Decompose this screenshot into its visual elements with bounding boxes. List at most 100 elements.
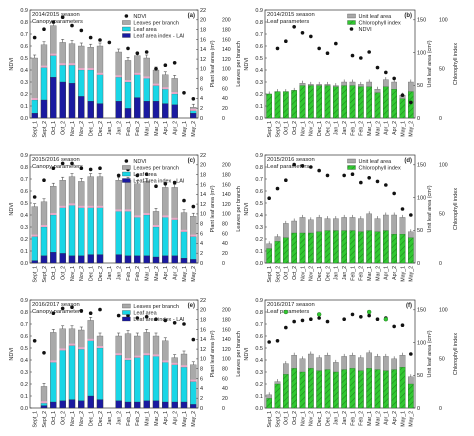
left-tick-label: 0.3	[20, 370, 28, 376]
left-tick-label: 0.3	[255, 80, 263, 86]
x-tick-label: May_1	[400, 121, 406, 137]
x-tick-label: Jan_2	[342, 411, 348, 425]
ndvi-point	[309, 317, 313, 322]
right-axis-label: Unit leaf area (cm²)	[427, 330, 433, 377]
left-tick-label: 0.2	[255, 237, 263, 243]
ndvi-point	[317, 316, 321, 320]
bar-lai	[152, 256, 160, 264]
ndvi-point	[182, 322, 186, 326]
bar-chlorophyll	[266, 93, 272, 119]
x-tick-label: Mar_1	[144, 411, 150, 426]
bar-lai	[50, 401, 57, 409]
ndvi-point	[409, 352, 413, 356]
params-label: Canopy parameters	[32, 164, 83, 170]
bar-lai	[143, 101, 150, 119]
right2-axis-label: Leaves per branch	[236, 331, 242, 377]
x-tick-label: Nov_1	[70, 411, 76, 426]
bar-chlorophyll	[274, 383, 281, 409]
bar-chlorophyll	[391, 234, 397, 264]
x-tick-label: Oct_2	[292, 121, 298, 135]
ndvi-point	[88, 311, 93, 316]
ndvi-point	[375, 65, 380, 70]
params-label: Leaf parameters	[267, 164, 309, 170]
bar-lai	[124, 108, 132, 119]
bar-leaf-area-cap	[78, 205, 85, 208]
legend-swatch-ndvi	[349, 27, 354, 31]
bar-chlorophyll	[374, 231, 381, 264]
bar-chlorophyll	[299, 232, 306, 264]
bar-leaf-area-cap	[143, 353, 150, 356]
left-tick-label: 0.0	[255, 261, 263, 267]
left-tick-label: 0.5	[20, 56, 28, 62]
bar-leaf-area	[78, 207, 85, 264]
right-tick-label: 16	[200, 327, 206, 333]
right2-tick-label: 20	[222, 106, 228, 112]
season-label: 2016/2017 season	[267, 302, 315, 308]
x-tick-label: May_1	[182, 411, 188, 427]
bar-chlorophyll	[408, 383, 414, 409]
x-tick-label: Oct_1	[284, 121, 290, 135]
bar-lai	[40, 405, 48, 409]
bar-chlorophyll	[399, 234, 406, 264]
right-tick-label: 150	[417, 308, 426, 314]
right-tick-label: 8	[200, 77, 203, 83]
bar-leaf-area-cap	[41, 401, 47, 404]
bar-chlorophyll	[308, 232, 314, 264]
left-tick-label: 0.4	[255, 358, 263, 364]
x-tick-label: Feb_2	[359, 121, 365, 136]
ndvi-point	[267, 196, 271, 200]
x-tick-label: Sept_1	[267, 266, 273, 283]
bar-lai	[162, 255, 169, 264]
left-tick-label: 0.0	[20, 406, 28, 412]
x-tick-label: Apr_1	[384, 266, 390, 280]
bar-leaf-area-cap	[59, 205, 66, 208]
ndvi-point	[144, 172, 149, 176]
ndvi-point	[51, 311, 56, 316]
ndvi-point	[375, 179, 380, 184]
left-axis-label: NDVI	[244, 347, 250, 361]
left-tick-label: 0.2	[255, 382, 263, 388]
season-label: 2015/2016 season	[267, 157, 315, 163]
left-tick-label: 0.6	[20, 44, 28, 50]
bar-chlorophyll	[283, 374, 289, 409]
legend-swatch	[122, 26, 131, 32]
right2-tick-label: 100	[439, 308, 448, 314]
x-tick-label: Feb_2	[135, 411, 141, 426]
right-tick-label: 150	[417, 163, 426, 169]
x-tick-label: Apr_2	[392, 266, 398, 280]
bar-chlorophyll	[291, 90, 297, 119]
bar-leaf-area-cap	[171, 217, 178, 220]
ndvi-point	[126, 313, 130, 318]
ndvi-point	[275, 46, 280, 51]
bar-leaf-area-cap	[153, 354, 159, 357]
left-tick-label: 0.6	[20, 189, 28, 195]
bar-lai	[68, 255, 76, 264]
ndvi-point	[98, 307, 102, 312]
right-axis-label: Plant leaf area (m²)	[210, 330, 216, 377]
bar-chlorophyll	[366, 86, 372, 119]
left-tick-label: 0.3	[20, 225, 28, 231]
bar-leaf-area-cap	[115, 353, 122, 356]
bar-lai	[190, 113, 197, 119]
bar-leaf-area-cap	[143, 76, 150, 79]
x-tick-label: Apr_2	[172, 266, 178, 280]
bar-chlorophyll	[341, 369, 347, 409]
bar-leaf-area	[124, 359, 132, 409]
bar-leaf-area-cap	[69, 203, 75, 206]
x-tick-label: Nov_2	[309, 121, 315, 136]
left-tick-label: 0.4	[20, 213, 28, 219]
bar-chlorophyll	[266, 248, 272, 264]
bar-lai	[115, 101, 122, 119]
left-tick-label: 0.2	[255, 92, 263, 98]
bar-lai	[190, 259, 197, 264]
bar-lai	[96, 399, 104, 409]
ndvi-point	[135, 51, 140, 55]
bar-leaf-area-cap	[69, 343, 75, 346]
left-tick-label: 0.9	[20, 153, 28, 159]
bar-chlorophyll	[383, 230, 389, 264]
bar-leaf-area	[68, 345, 76, 409]
ndvi-point	[325, 319, 330, 324]
right2-tick-label: 100	[439, 18, 448, 24]
panel-f: 0.0 0.1 0.2 0.3 0.4 0.5 0.6 0.7 0.8 0.9 NDVI 0 50 100…	[244, 298, 459, 428]
